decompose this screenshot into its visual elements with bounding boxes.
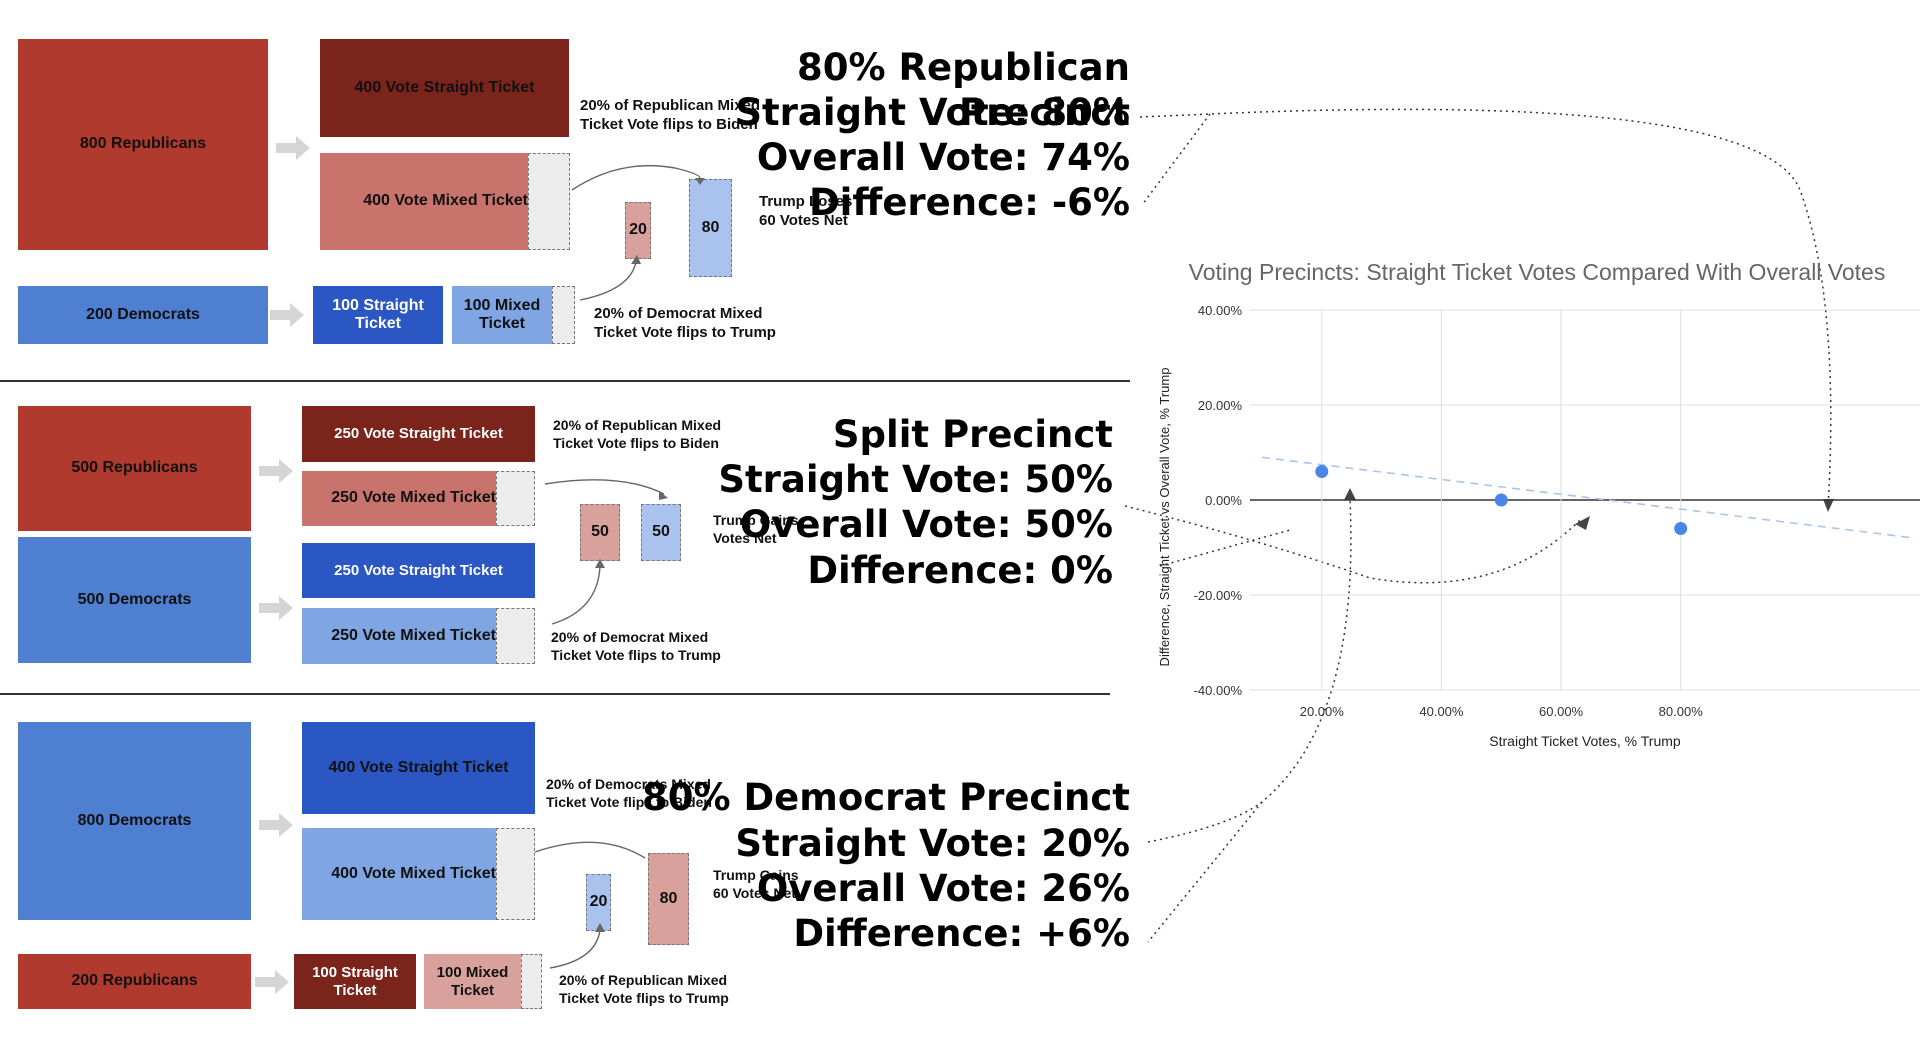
divider	[0, 380, 1130, 382]
minor-mixed-box: 100 Mixed Ticket	[424, 954, 521, 1009]
dem-straight-box: 250 Vote Straight Ticket	[302, 543, 535, 598]
minor-straight-box: 100 Straight Ticket	[313, 286, 443, 344]
summary-overall: Overall Vote: 74%	[756, 136, 1130, 179]
y-tick-label: 40.00%	[1198, 303, 1243, 318]
flip-value-small: 20	[625, 202, 651, 259]
rep-flip-ghost	[496, 471, 535, 526]
arrow-right-icon	[270, 303, 304, 327]
data-points	[1315, 465, 1688, 535]
minor-flip-ghost	[521, 954, 542, 1009]
y-tick-label: -20.00%	[1194, 588, 1243, 603]
summary-title: 80% Democrat Precinct	[642, 776, 1130, 819]
data-point	[1315, 465, 1329, 478]
group-500-republicans: 500 Republicans	[18, 406, 251, 531]
flip-note-democrat: 20% of Democrat Mixed Ticket Vote flips …	[594, 305, 776, 341]
flip-value-large: 80	[648, 853, 689, 945]
x-tick-label: 60.00%	[1539, 704, 1584, 719]
x-tick-label: 20.00%	[1300, 704, 1345, 719]
dem-flip-ghost	[496, 608, 535, 664]
y-axis-label: Difference, Straight Ticket vs Overall V…	[1157, 368, 1172, 667]
mixed-ticket-box: 400 Vote Mixed Ticket	[302, 828, 496, 920]
flow-arrows	[571, 164, 705, 301]
group-200-republicans: 200 Republicans	[18, 954, 251, 1009]
x-axis-label: Straight Ticket Votes, % Trump	[1489, 733, 1681, 749]
summary-straight: Straight Vote: 50%	[718, 458, 1113, 501]
trendline	[1261, 456, 1915, 539]
flip-value-large: 80	[689, 179, 732, 277]
x-tick-label: 40.00%	[1419, 704, 1464, 719]
flip-note-democrat: 20% of Democrat Mixed Ticket Vote flips …	[551, 629, 721, 663]
summary-difference: Difference: +6%	[793, 912, 1130, 955]
y-tick-label: 20.00%	[1198, 398, 1243, 413]
straight-ticket-box: 400 Vote Straight Ticket	[302, 722, 535, 814]
flip-note-republican: 20% of Republican Mixed Ticket Vote flip…	[580, 97, 761, 133]
summary-difference: Difference: -6%	[808, 181, 1130, 224]
rep-mixed-box: 250 Vote Mixed Ticket	[302, 471, 496, 526]
arrow-right-icon	[255, 970, 289, 994]
data-point	[1494, 493, 1508, 507]
arrow-right-icon	[259, 813, 293, 837]
flip-note-republican: 20% of Republican Mixed Ticket Vote flip…	[559, 972, 729, 1006]
net-note: Trump Loses 60 Votes Net	[759, 193, 853, 229]
summary-title: Split Precinct	[832, 413, 1113, 456]
flip-note-republican: 20% of Republican Mixed Ticket Vote flip…	[553, 417, 722, 451]
data-point	[1674, 522, 1688, 535]
summary-straight: Straight Vote: 20%	[735, 822, 1130, 865]
summary-title: 80% Republican Precinct	[797, 46, 1130, 134]
scatter-chart: Voting Precincts: Straight Ticket Votes …	[1157, 259, 1920, 749]
flip-value-small: 20	[586, 874, 611, 931]
chart-title: Voting Precincts: Straight Ticket Votes …	[1189, 259, 1886, 285]
mixed-flip-ghost	[496, 828, 535, 920]
flow-arrows	[544, 479, 668, 625]
divider	[0, 693, 1110, 695]
y-axis-ticks: 40.00% 20.00% 0.00% -20.00% -40.00%	[1194, 303, 1243, 698]
group-800-democrats: 800 Democrats	[18, 722, 251, 920]
group-200-democrats: 200 Democrats	[18, 286, 268, 344]
summary-difference: Difference: 0%	[807, 549, 1113, 592]
minor-straight-box: 100 Straight Ticket	[294, 954, 416, 1009]
summary-overall: Overall Vote: 50%	[739, 503, 1113, 546]
x-tick-label: 80.00%	[1659, 704, 1704, 719]
y-tick-label: 0.00%	[1205, 493, 1242, 508]
mixed-flip-ghost	[528, 153, 570, 250]
flow-arrows	[534, 841, 646, 969]
minor-flip-ghost	[552, 286, 575, 344]
summary-straight: Straight Vote: 80%	[735, 91, 1130, 134]
rep-straight-box: 250 Vote Straight Ticket	[302, 406, 535, 462]
dem-mixed-box: 250 Vote Mixed Ticket	[302, 608, 496, 664]
straight-ticket-box: 400 Vote Straight Ticket	[320, 39, 569, 137]
x-axis-ticks: 20.00% 40.00% 60.00% 80.00%	[1300, 704, 1703, 719]
minor-mixed-box: 100 Mixed Ticket	[452, 286, 552, 344]
net-note: Trump Gains 60 Votes Net	[713, 867, 799, 901]
flip-value-right: 50	[641, 504, 681, 561]
arrow-right-icon	[276, 136, 310, 160]
summary-overall: Overall Vote: 26%	[756, 867, 1130, 910]
group-800-republicans: 800 Republicans	[18, 39, 268, 250]
arrow-right-icon	[259, 459, 293, 483]
y-tick-label: -40.00%	[1194, 683, 1243, 698]
trendline-segment	[1261, 456, 1915, 539]
mixed-ticket-box: 400 Vote Mixed Ticket	[320, 153, 528, 250]
arrow-right-icon	[259, 596, 293, 620]
flip-value-left: 50	[580, 504, 620, 561]
chart-grid	[1250, 309, 1920, 691]
group-500-democrats: 500 Democrats	[18, 537, 251, 663]
flip-note-democrat: 20% of Democrats Mixed Ticket Vote flips…	[546, 776, 712, 810]
net-note: Trump Gains Votes Net	[713, 512, 799, 546]
